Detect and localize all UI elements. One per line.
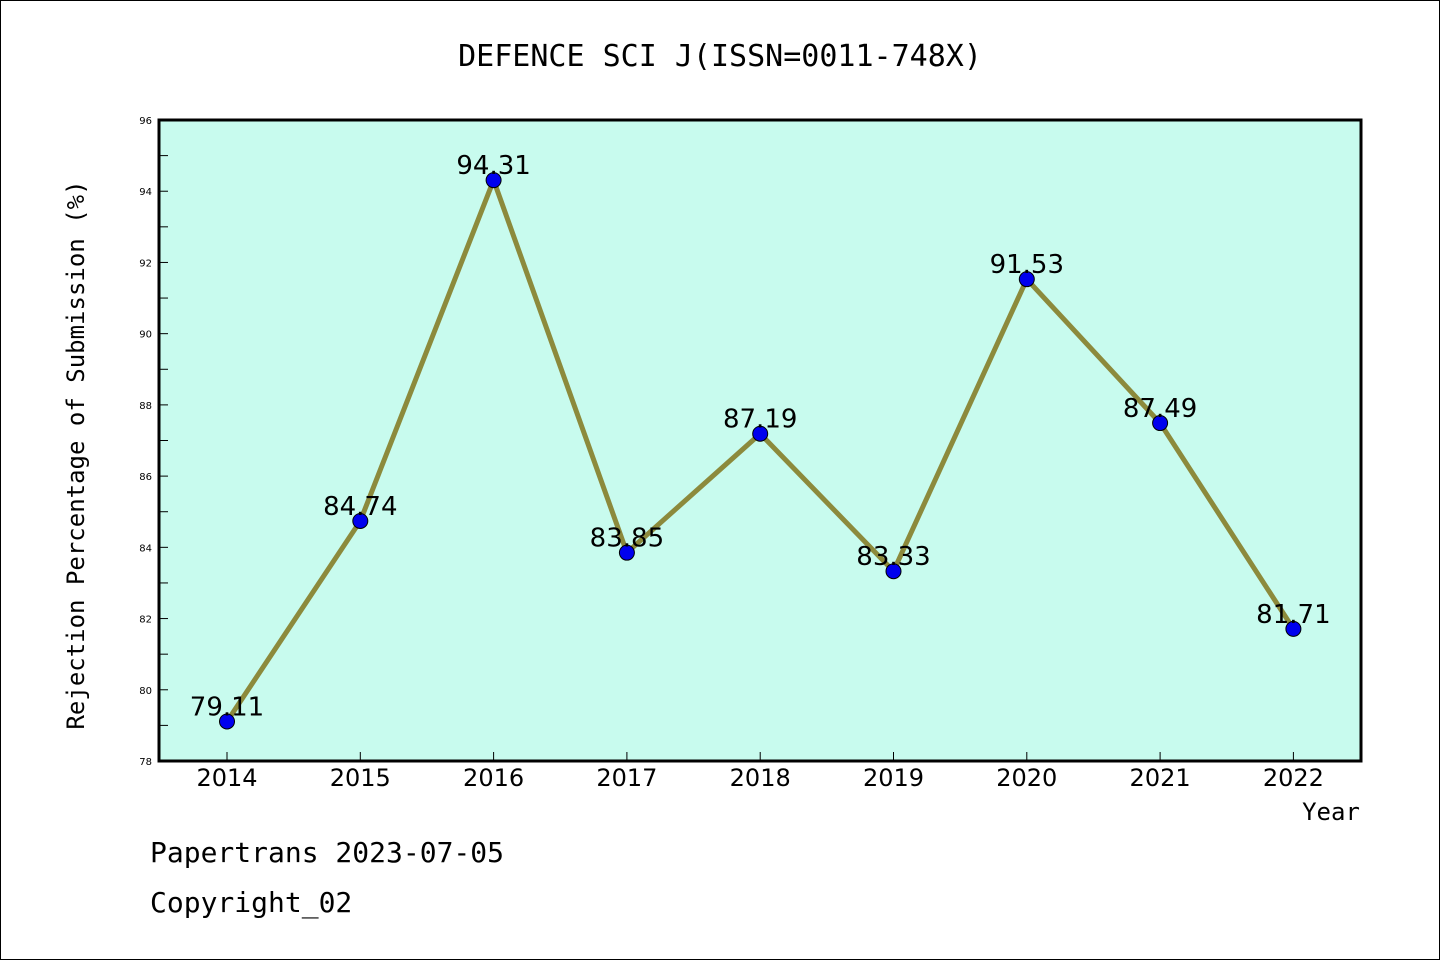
- x-tick-label: 2016: [463, 764, 524, 792]
- x-tick-label: 2017: [596, 764, 657, 792]
- data-label: 87.19: [723, 405, 797, 435]
- x-tick-label: 2019: [863, 764, 924, 792]
- data-point: [485, 172, 502, 189]
- x-tick-label: 2018: [730, 764, 791, 792]
- data-point: [219, 713, 235, 730]
- y-tick-label: 88: [139, 401, 152, 412]
- data-labels: 79.11 84.74 94.31 83.85 87.19 83.33 91.53 87.49…: [190, 151, 1331, 722]
- y-tick-label: 80: [139, 686, 152, 697]
- y-tick-label: 82: [139, 615, 152, 626]
- data-markers: [219, 172, 1302, 730]
- y-tick-label: 96: [139, 116, 152, 127]
- y-tick-label: 90: [139, 330, 152, 341]
- data-point: [885, 563, 902, 580]
- data-label: 79.11: [190, 692, 264, 722]
- plot-border: [157, 118, 1363, 763]
- y-axis-label: Rejection Percentage of Submission (%): [62, 180, 90, 729]
- data-label: 83.85: [590, 524, 664, 554]
- data-label: 81.71: [1256, 600, 1330, 630]
- data-label: 94.31: [456, 151, 530, 181]
- data-label: 91.53: [990, 250, 1064, 280]
- data-label: 84.74: [323, 492, 397, 522]
- x-tick-label: 2014: [196, 764, 257, 792]
- y-tick-label: 86: [139, 472, 152, 483]
- data-label: 83.33: [856, 542, 930, 572]
- x-axis-ticks: 2014 2015 2016 2017 2018 2019 2020 2021 2022: [196, 752, 1324, 792]
- footer-copyright: Copyright_02: [150, 886, 353, 919]
- y-tick-label: 84: [139, 543, 152, 554]
- data-label: 87.49: [1123, 394, 1197, 424]
- x-tick-label: 2015: [330, 764, 391, 792]
- x-axis-label: Year: [1302, 798, 1360, 826]
- data-point: [618, 544, 635, 561]
- x-tick-label: 2020: [996, 764, 1057, 792]
- data-point: [1285, 620, 1302, 637]
- x-tick-label: 2021: [1130, 764, 1191, 792]
- footer-date: Papertrans 2023-07-05: [150, 836, 505, 869]
- data-point: [752, 425, 769, 442]
- data-point: [1152, 415, 1169, 432]
- y-tick-label: 92: [139, 258, 152, 269]
- y-tick-label: 94: [139, 187, 152, 198]
- y-tick-label: 78: [139, 757, 152, 768]
- data-point: [1018, 271, 1035, 288]
- x-tick-label: 2022: [1263, 764, 1324, 792]
- chart-title: DEFENCE SCI J(ISSN=0011-748X): [458, 39, 982, 74]
- data-point: [352, 512, 369, 529]
